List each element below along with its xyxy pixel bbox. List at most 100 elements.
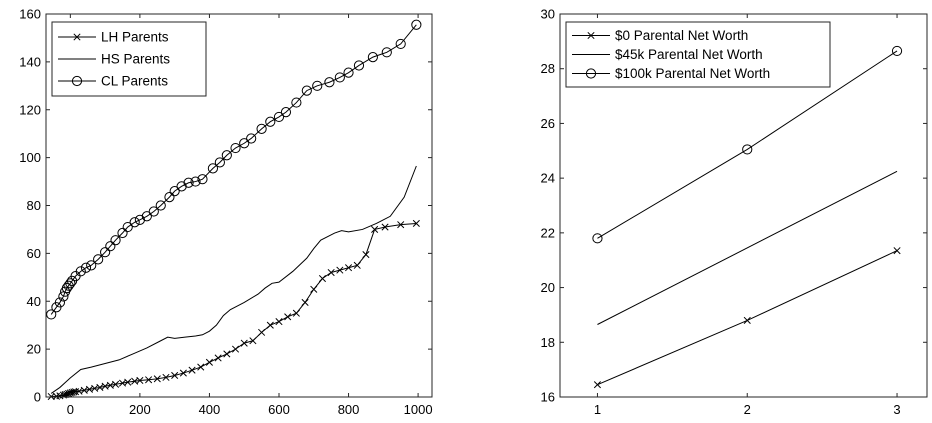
data-point <box>249 337 257 345</box>
legend-item: $0 Parental Net Worth <box>572 28 748 43</box>
data-point <box>214 157 225 168</box>
data-point <box>148 206 159 217</box>
legend-marker <box>585 68 597 79</box>
data-point <box>395 38 406 50</box>
y-tick-label: 60 <box>27 246 41 261</box>
data-point <box>353 60 365 71</box>
data-point <box>75 266 86 277</box>
legend-item: $45k Parental Net Worth <box>572 47 763 62</box>
data-point <box>291 97 302 108</box>
data-point <box>190 176 201 187</box>
data-point <box>411 19 422 30</box>
series-1 <box>597 170 898 325</box>
data-point <box>246 133 257 144</box>
data-point <box>273 111 285 123</box>
y-tick-label: 0 <box>34 390 41 405</box>
data-point <box>240 339 248 347</box>
data-point <box>214 354 222 362</box>
data-point <box>122 221 133 233</box>
data-point <box>65 278 76 289</box>
data-point <box>362 251 370 259</box>
data-point <box>230 142 241 154</box>
legend-marker <box>73 33 81 41</box>
x-tick-label: 0 <box>67 402 74 417</box>
data-point <box>301 85 312 96</box>
data-point <box>258 328 266 336</box>
data-point <box>292 309 300 317</box>
x-tick-label: 600 <box>268 402 290 417</box>
data-point <box>183 177 194 188</box>
data-point <box>742 144 753 155</box>
data-point <box>80 262 92 273</box>
y-tick-label: 20 <box>541 280 555 295</box>
data-point <box>145 376 153 384</box>
x-tick-label: 200 <box>129 402 151 417</box>
data-point <box>179 369 187 377</box>
series-line <box>597 50 898 239</box>
y-tick-label: 20 <box>27 342 41 357</box>
y-tick-label: 40 <box>27 294 41 309</box>
data-point <box>221 150 232 161</box>
legend: LH Parents HS Parents CL Parents <box>51 21 207 97</box>
x-tick-label: 800 <box>338 402 360 417</box>
data-point <box>266 321 274 329</box>
series-line <box>51 222 417 398</box>
data-point <box>223 350 231 358</box>
data-point <box>343 67 354 78</box>
x-tick-label: 2 <box>744 402 751 417</box>
series-2 <box>592 45 903 244</box>
data-point <box>592 233 603 244</box>
data-point <box>93 254 104 265</box>
data-point <box>275 318 283 326</box>
series-2 <box>46 19 422 320</box>
legend-item: $100k Parental Net Worth <box>572 66 770 81</box>
axes-box <box>559 13 928 398</box>
data-point <box>239 138 250 149</box>
data-point <box>367 51 378 63</box>
data-point <box>162 373 170 381</box>
data-point <box>129 217 140 228</box>
y-tick-label: 30 <box>541 7 555 22</box>
data-point <box>301 298 309 307</box>
y-tick-label: 26 <box>541 116 555 131</box>
x-tick-label: 1000 <box>404 402 433 417</box>
legend-label: HS Parents <box>101 52 170 67</box>
data-point <box>412 219 420 228</box>
data-point <box>381 223 389 231</box>
legend-marker <box>587 31 595 40</box>
data-point <box>312 80 323 91</box>
data-point <box>310 285 318 293</box>
data-point <box>111 380 120 388</box>
data-point <box>96 383 104 391</box>
data-point <box>336 266 344 274</box>
data-point <box>593 381 602 389</box>
data-point <box>324 77 335 88</box>
data-point <box>371 225 379 233</box>
data-point <box>136 376 144 385</box>
x-tick-label: 400 <box>199 402 221 417</box>
data-point <box>141 211 152 222</box>
legend-label: LH Parents <box>101 30 169 45</box>
data-point <box>893 247 901 255</box>
data-point <box>110 235 121 246</box>
data-point <box>344 264 353 272</box>
data-point <box>743 316 751 324</box>
data-point <box>280 107 292 118</box>
data-point <box>327 268 335 277</box>
data-point <box>176 181 187 192</box>
data-point <box>171 371 179 380</box>
data-point <box>100 247 111 258</box>
y-tick-label: 140 <box>19 54 41 69</box>
data-point <box>256 123 267 134</box>
series-line <box>597 170 898 325</box>
legend-label: CL Parents <box>101 74 168 89</box>
data-point <box>353 261 361 269</box>
x-tick-label: 3 <box>893 402 900 417</box>
data-point <box>207 163 219 174</box>
data-point <box>891 45 903 57</box>
series-1 <box>50 165 417 394</box>
series-0 <box>47 219 420 401</box>
data-point <box>58 291 69 302</box>
data-point <box>197 363 205 371</box>
right-chart: 1 2 3 16 18 20 22 24 26 28 30 $0 Parental Net Worth… <box>541 7 928 417</box>
